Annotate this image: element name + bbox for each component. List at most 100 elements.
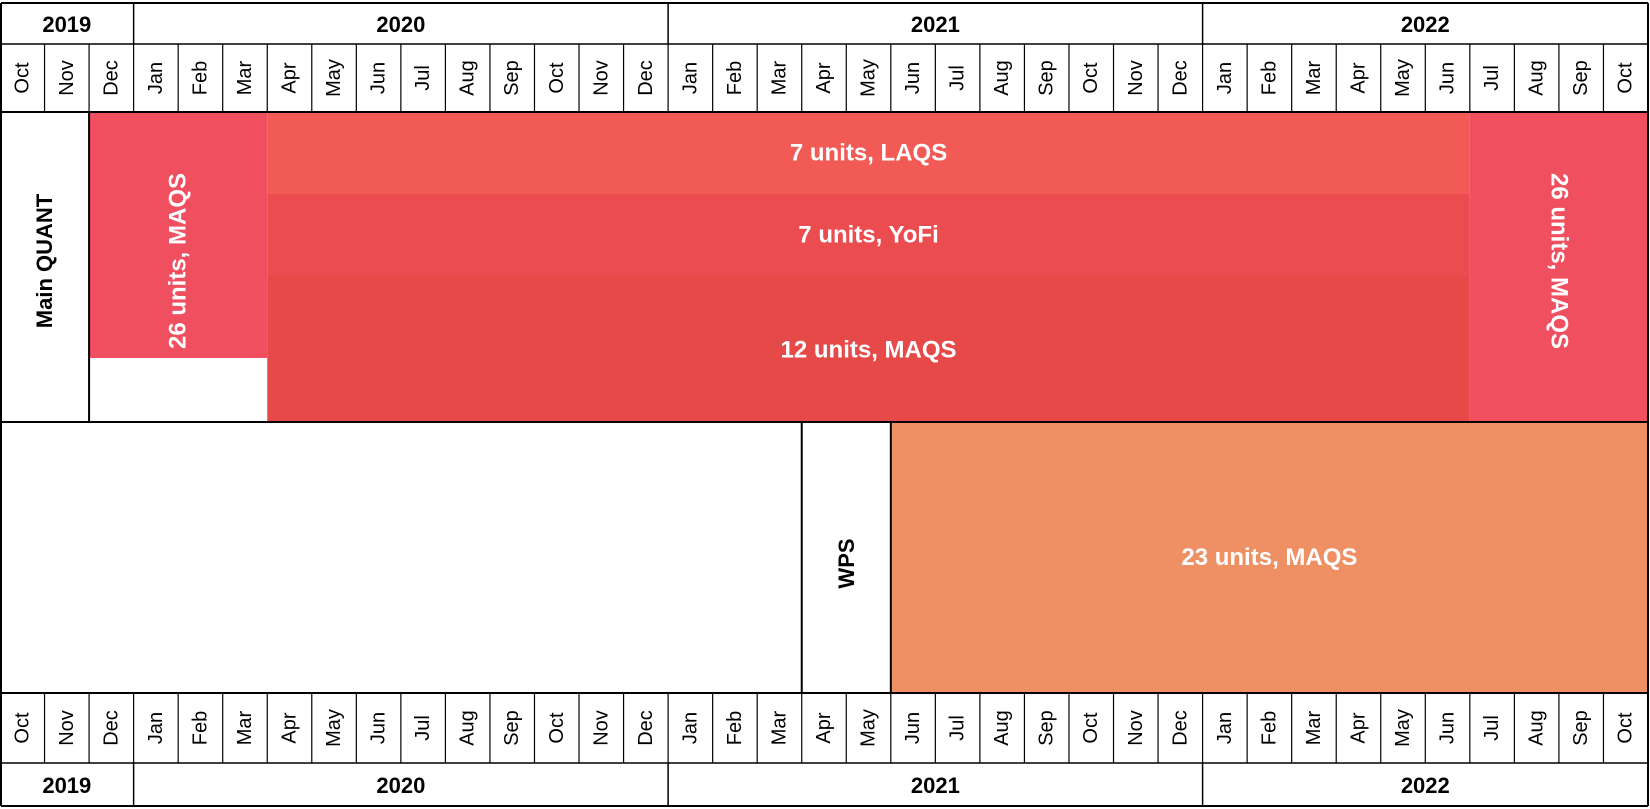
footer-month-25: Nov — [1125, 710, 1147, 746]
row-label-wps: WPS — [834, 538, 859, 588]
header-month-27: Jan — [1214, 62, 1236, 94]
footer-month-18: Apr — [813, 712, 835, 743]
block-label-main-right-maqs: 26 units, MAQS — [1545, 173, 1572, 349]
timeline-labels: 26 units, MAQS 7 units, LAQS 7 units, YoFi… — [11, 12, 1636, 798]
header-month-20: Jun — [902, 62, 924, 94]
block-wps-maqs — [890, 422, 1648, 693]
footer-month-4: Feb — [189, 711, 211, 745]
header-month-1: Nov — [56, 60, 78, 96]
footer-month-13: Nov — [590, 710, 612, 746]
header-month-11: Sep — [501, 60, 523, 96]
header-month-22: Aug — [991, 60, 1013, 96]
header-year-2021: 2021 — [911, 12, 960, 37]
block-main-right-maqs — [1469, 112, 1648, 422]
footer-month-34: Aug — [1526, 710, 1548, 746]
header-month-5: Mar — [234, 60, 256, 95]
footer-month-32: Jun — [1437, 712, 1459, 744]
footer-month-17: Mar — [768, 710, 790, 745]
header-month-17: Mar — [768, 60, 790, 95]
footer-month-26: Dec — [1169, 710, 1191, 746]
header-month-26: Dec — [1169, 60, 1191, 96]
header-month-13: Nov — [590, 60, 612, 96]
header-month-7: May — [323, 59, 345, 97]
block-label-main-yofi: 7 units, YoFi — [798, 222, 938, 249]
footer-year-2019: 2019 — [42, 773, 91, 798]
footer-year-2020: 2020 — [376, 773, 425, 798]
header-year-2019: 2019 — [42, 12, 91, 37]
footer-month-36: Oct — [1615, 712, 1637, 744]
header-month-16: Feb — [724, 61, 746, 95]
footer-month-6: Apr — [279, 712, 301, 743]
footer-month-19: May — [858, 709, 880, 747]
header-month-15: Jan — [679, 62, 701, 94]
footer-month-10: Aug — [457, 710, 479, 746]
header-month-33: Jul — [1481, 65, 1503, 91]
footer-month-7: May — [323, 709, 345, 747]
header-month-36: Oct — [1615, 62, 1637, 94]
block-label-main-maqs-12: 12 units, MAQS — [781, 337, 957, 364]
footer-month-8: Jun — [368, 712, 390, 744]
footer-month-3: Jan — [145, 712, 167, 744]
header-month-10: Aug — [457, 60, 479, 96]
block-main-left-maqs — [89, 112, 268, 358]
header-month-12: Oct — [546, 62, 568, 94]
header-year-2022: 2022 — [1401, 12, 1450, 37]
block-label-main-laqs: 7 units, LAQS — [790, 140, 947, 167]
block-label-wps-maqs: 23 units, MAQS — [1181, 544, 1357, 571]
header-month-6: Apr — [279, 62, 301, 93]
footer-month-21: Jul — [947, 715, 969, 741]
header-month-3: Jan — [145, 62, 167, 94]
footer-month-20: Jun — [902, 712, 924, 744]
block-main-maqs-12 — [267, 276, 1470, 422]
footer-month-2: Dec — [100, 710, 122, 746]
block-main-yofi — [267, 194, 1470, 276]
header-month-9: Jul — [412, 65, 434, 91]
header-month-0: Oct — [11, 62, 33, 94]
header-month-32: Jun — [1437, 62, 1459, 94]
footer-month-27: Jan — [1214, 712, 1236, 744]
footer-month-14: Dec — [635, 710, 657, 746]
header-month-28: Feb — [1258, 61, 1280, 95]
footer-month-1: Nov — [56, 710, 78, 746]
footer-month-11: Sep — [501, 710, 523, 746]
row-label-main-quant: Main QUANT — [32, 193, 57, 328]
footer-month-16: Feb — [724, 711, 746, 745]
header-month-2: Dec — [100, 60, 122, 96]
header-month-30: Apr — [1347, 62, 1369, 93]
header-month-24: Oct — [1080, 62, 1102, 94]
footer-month-33: Jul — [1481, 715, 1503, 741]
block-main-laqs — [267, 112, 1470, 194]
footer-month-24: Oct — [1080, 712, 1102, 744]
footer-month-9: Jul — [412, 715, 434, 741]
footer-month-28: Feb — [1258, 711, 1280, 745]
footer-month-35: Sep — [1570, 710, 1592, 746]
header-month-35: Sep — [1570, 60, 1592, 96]
footer-month-15: Jan — [679, 712, 701, 744]
footer-month-5: Mar — [234, 710, 256, 745]
header-month-25: Nov — [1125, 60, 1147, 96]
header-month-29: Mar — [1303, 60, 1325, 95]
footer-month-30: Apr — [1347, 712, 1369, 743]
header-month-18: Apr — [813, 62, 835, 93]
footer-month-31: May — [1392, 709, 1414, 747]
footer-month-0: Oct — [11, 712, 33, 744]
header-month-4: Feb — [189, 61, 211, 95]
header-month-21: Jul — [947, 65, 969, 91]
header-month-31: May — [1392, 59, 1414, 97]
header-month-19: May — [858, 59, 880, 97]
footer-month-22: Aug — [991, 710, 1013, 746]
header-year-2020: 2020 — [376, 12, 425, 37]
footer-month-29: Mar — [1303, 710, 1325, 745]
block-label-main-left-maqs: 26 units, MAQS — [165, 173, 192, 349]
header-month-23: Sep — [1036, 60, 1058, 96]
footer-year-2021: 2021 — [911, 773, 960, 798]
header-month-34: Aug — [1526, 60, 1548, 96]
header-month-14: Dec — [635, 60, 657, 96]
footer-month-12: Oct — [546, 712, 568, 744]
footer-month-23: Sep — [1036, 710, 1058, 746]
header-month-8: Jun — [368, 62, 390, 94]
footer-year-2022: 2022 — [1401, 773, 1450, 798]
timeline-blocks — [89, 112, 1648, 693]
